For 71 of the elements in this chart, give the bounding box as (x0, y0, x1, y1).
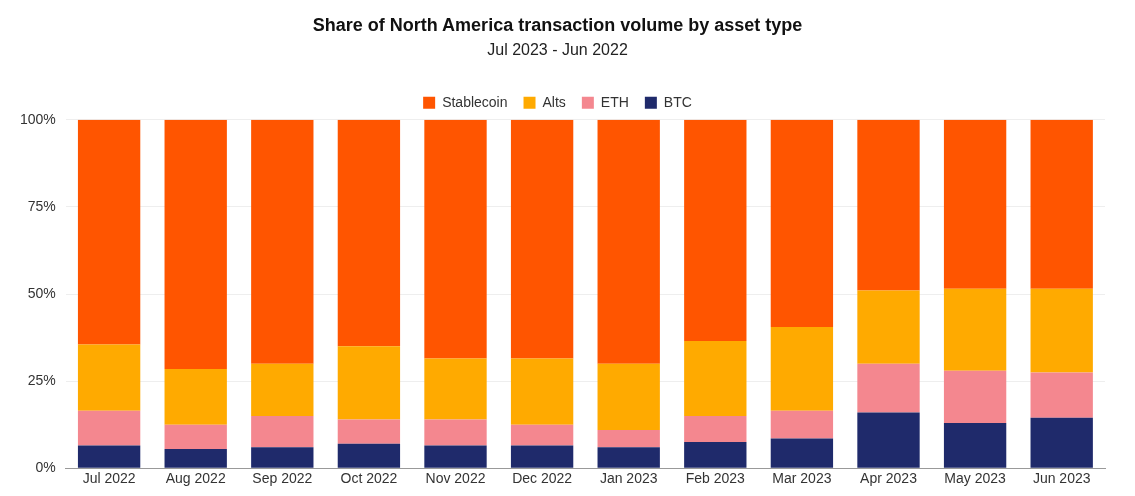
bar (77, 119, 141, 345)
x-tick-label: Dec 2022 (512, 470, 573, 487)
bar (1030, 417, 1093, 468)
bar (424, 119, 487, 359)
bar (251, 447, 314, 468)
bar (943, 288, 1007, 371)
bar (770, 410, 834, 439)
x-tick-label: Apr 2023 (860, 470, 918, 487)
legend-label: Stablecoin (442, 93, 508, 110)
x-tick-label: Feb 2023 (685, 470, 746, 487)
bar (424, 358, 487, 420)
y-tick-label: 100% (19, 110, 56, 127)
bar (337, 443, 401, 468)
bar (510, 445, 574, 468)
bar (943, 370, 1007, 423)
x-tick-label: Jan 2023 (599, 470, 658, 487)
bar (684, 119, 747, 342)
bar (770, 119, 834, 328)
x-tick-label: Sep 2022 (252, 470, 313, 487)
bar (943, 119, 1007, 289)
bar (510, 119, 574, 359)
bar (77, 445, 141, 468)
bar (164, 449, 227, 468)
bar (1030, 372, 1093, 418)
bar (1030, 288, 1093, 373)
bar (857, 412, 920, 468)
legend-label: ETH (600, 93, 629, 110)
bar (510, 358, 574, 425)
bar (684, 415, 747, 443)
bar (251, 363, 314, 416)
bar (770, 327, 834, 411)
x-tick-label: Nov 2022 (425, 470, 486, 487)
bar (684, 442, 747, 468)
bar (337, 419, 401, 444)
bar (251, 415, 314, 448)
bar (164, 119, 227, 369)
bar (77, 410, 141, 446)
x-tick-label: Mar 2023 (772, 470, 832, 487)
bar (597, 429, 660, 448)
bar (424, 419, 487, 446)
bar (857, 119, 920, 291)
bar (77, 344, 141, 411)
bar (337, 119, 401, 347)
chart-title: Share of North America transaction volume by asset type (312, 14, 803, 35)
bar (251, 119, 314, 364)
bar (770, 438, 834, 468)
bar (164, 368, 227, 425)
x-tick-label: Aug 2022 (165, 470, 226, 487)
bar (510, 424, 574, 446)
bar (597, 119, 660, 364)
x-tick-label: May 2023 (944, 470, 1007, 487)
bar (857, 290, 920, 364)
bar (424, 445, 487, 468)
bar (857, 363, 920, 413)
legend-label: Alts (542, 93, 566, 110)
bar (943, 422, 1007, 468)
x-tick-label: Oct 2022 (340, 470, 398, 487)
bar (164, 424, 227, 450)
chart-subtitle: Jul 2023 - Jun 2022 (487, 40, 628, 58)
y-tick-label: 0% (35, 459, 56, 476)
bar (684, 341, 747, 416)
bar (597, 447, 660, 468)
y-tick-label: 50% (27, 284, 56, 301)
legend-label: BTC (663, 93, 692, 110)
x-tick-label: Jun 2023 (1032, 470, 1091, 487)
x-tick-label: Jul 2022 (82, 470, 136, 487)
bar (337, 346, 401, 420)
bar (1030, 119, 1093, 289)
bar (597, 363, 660, 430)
y-tick-label: 25% (27, 371, 56, 388)
y-tick-label: 75% (27, 197, 56, 214)
